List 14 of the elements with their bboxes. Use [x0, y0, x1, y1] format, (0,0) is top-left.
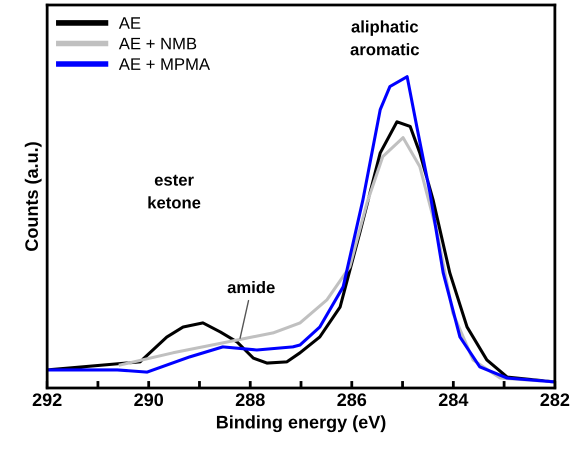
x-tick-label: 288 [236, 393, 265, 406]
annotation: ester ketone [148, 174, 200, 209]
text: aliphatic aromatic [350, 20, 420, 56]
y-axis-title: Counts (a.u.) [24, 142, 42, 251]
legend-label: AE + MPMA [118, 58, 210, 70]
legend-label: AE [118, 17, 140, 29]
x-tick-label: 290 [134, 393, 164, 406]
annotation: amide [228, 280, 275, 294]
legend-label: AE + NMB [118, 38, 196, 50]
x-tick-label: 282 [540, 393, 570, 406]
x-tick-label: 286 [337, 393, 366, 406]
x-axis-title: Binding energy (eV) [216, 415, 386, 432]
x-tick-label: 284 [438, 393, 468, 406]
x-tick-label: 292 [32, 393, 62, 406]
